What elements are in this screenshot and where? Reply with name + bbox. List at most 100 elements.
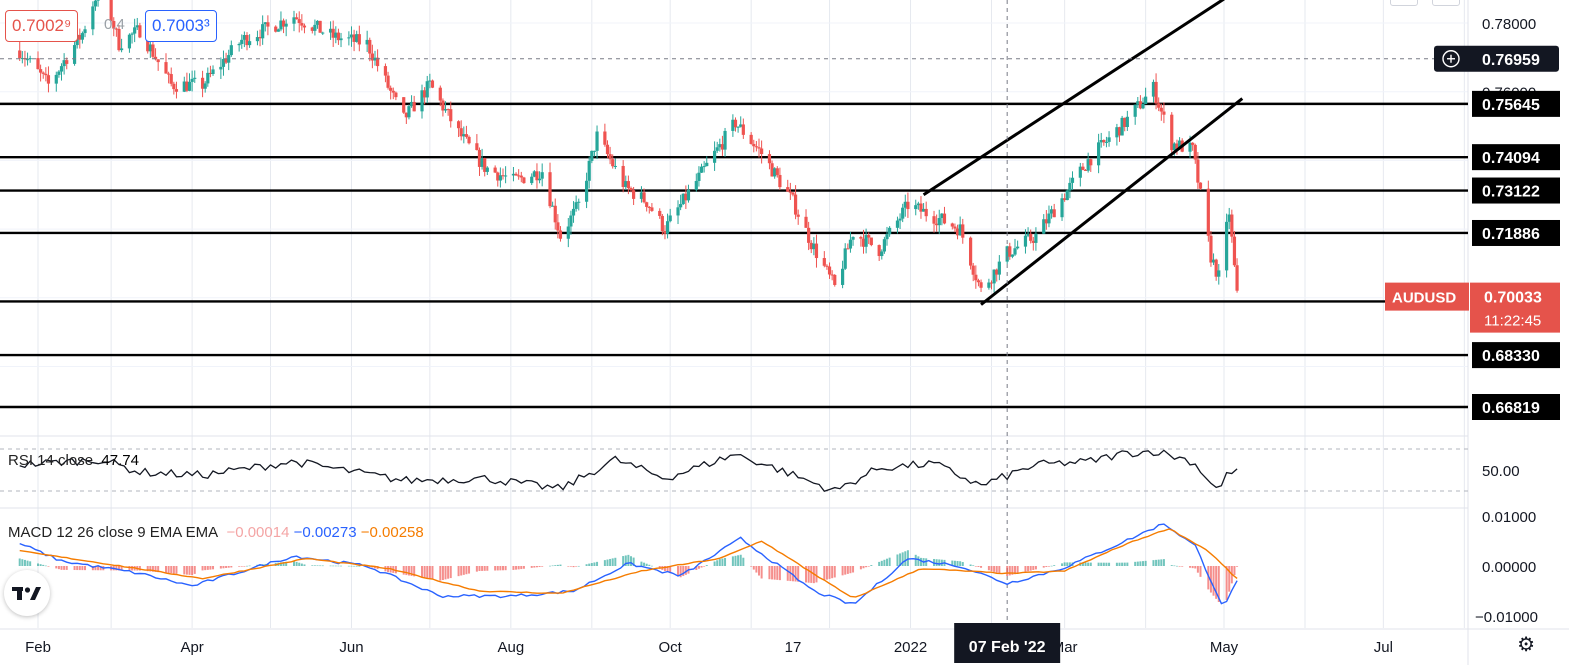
candle <box>760 140 764 164</box>
candle-body <box>611 159 615 167</box>
channel-lower-line[interactable] <box>980 97 1244 306</box>
macd-legend[interactable]: MACD 12 26 close 9 EMA EMA −0.00014 −0.0… <box>8 524 424 541</box>
macd-histogram-bar <box>462 566 465 575</box>
macd-histogram-bar <box>347 565 350 567</box>
macd-histogram-bar <box>1228 566 1231 592</box>
channel-upper-line[interactable] <box>922 0 1225 196</box>
price-tick-label: 0.78000 <box>1482 16 1536 33</box>
trend-channel[interactable] <box>922 0 1244 306</box>
candle-body <box>240 39 244 44</box>
bid-price-box[interactable]: 0.7002⁹ <box>5 10 79 42</box>
candle-body <box>1211 259 1216 263</box>
toolbar-button[interactable] <box>1390 0 1418 6</box>
candle <box>208 65 213 78</box>
macd-histogram-bar <box>865 566 868 568</box>
macd-histogram-bar <box>222 566 225 569</box>
ask-price-box[interactable]: 0.7003³ <box>145 10 217 42</box>
candle-body <box>1042 219 1046 234</box>
candle <box>313 19 317 36</box>
macd-histogram-bar <box>643 562 646 566</box>
candle-body <box>770 163 774 177</box>
macd-histogram-bar <box>993 566 996 572</box>
tradingview-logo-icon[interactable] <box>4 570 50 616</box>
candle <box>169 67 173 87</box>
candle-body <box>425 81 429 98</box>
level-price-tag: 0.75645 <box>1472 90 1560 117</box>
candle-body <box>151 44 155 57</box>
macd-histogram-bar <box>428 566 431 579</box>
macd-histogram-bar <box>128 566 131 571</box>
macd-histogram-bar <box>1160 559 1163 566</box>
candle <box>741 118 745 139</box>
candle-body <box>1177 140 1182 149</box>
macd-histogram-bar <box>1225 566 1228 600</box>
macd-histogram-bar <box>18 558 21 566</box>
macd-histogram-bar <box>630 556 632 566</box>
macd-histogram-bar <box>773 566 776 580</box>
candle-body <box>221 58 226 67</box>
candle <box>650 203 654 212</box>
macd-histogram-bar <box>695 566 698 570</box>
candle <box>65 57 69 70</box>
candle-body <box>1141 103 1145 109</box>
candle <box>72 41 77 66</box>
candle <box>443 101 448 113</box>
candle <box>932 210 936 233</box>
macd-histogram-bar <box>248 565 251 567</box>
macd-histogram-bar <box>183 566 186 575</box>
candle <box>830 270 834 281</box>
candle-body <box>519 175 523 178</box>
candle <box>793 185 798 220</box>
price-axis[interactable]: 0.780000.760000.769590.756450.740940.731… <box>1385 16 1560 626</box>
candle-body <box>647 206 651 208</box>
candle <box>1211 253 1216 266</box>
candle-body <box>420 90 424 112</box>
candle <box>227 49 231 71</box>
candle-body <box>723 130 727 150</box>
macd-histogram-bar <box>849 566 852 574</box>
candle <box>1010 254 1015 259</box>
candle-body <box>736 126 740 128</box>
candle <box>888 226 892 237</box>
candle-body <box>1115 127 1119 138</box>
candle-body <box>809 242 813 250</box>
candle-body <box>935 223 939 226</box>
macd-histogram-bar <box>212 566 215 570</box>
macd-histogram-bar <box>878 561 881 566</box>
rsi-legend[interactable]: RSI 14 close 47.74 <box>8 452 139 469</box>
candle-body <box>843 248 847 269</box>
candle <box>1068 177 1072 199</box>
candle-body <box>211 69 215 75</box>
candle <box>328 21 333 40</box>
macd-histogram-bar <box>859 566 862 570</box>
candle <box>629 186 633 193</box>
macd-histogram-bar <box>828 566 831 579</box>
candle-body <box>496 172 500 181</box>
crosshair-plus-icon <box>1442 50 1460 68</box>
macd-histogram-bar <box>823 566 826 581</box>
toolbar-button[interactable] <box>1432 0 1460 6</box>
candle-body <box>428 80 432 82</box>
candle <box>211 65 215 76</box>
candle <box>809 240 813 254</box>
candle <box>757 138 761 158</box>
candle-body <box>987 282 991 288</box>
candle-body <box>1034 233 1038 243</box>
candle <box>1099 132 1103 148</box>
candle <box>537 171 542 184</box>
candle-body <box>62 60 66 67</box>
macd-histogram-bar <box>1034 566 1037 570</box>
candle-body <box>1214 259 1218 277</box>
level-price-label: 0.68330 <box>1482 348 1540 365</box>
settings-gear-icon[interactable]: ⚙ <box>1517 634 1535 656</box>
candle-body <box>297 19 301 24</box>
candle <box>851 236 855 246</box>
macd-histogram-bar <box>530 566 533 568</box>
candle <box>754 141 758 152</box>
candle-body <box>449 109 453 122</box>
macd-histogram-bar <box>1152 560 1155 566</box>
macd-histogram-bar <box>441 566 444 580</box>
candle-body <box>621 165 625 187</box>
